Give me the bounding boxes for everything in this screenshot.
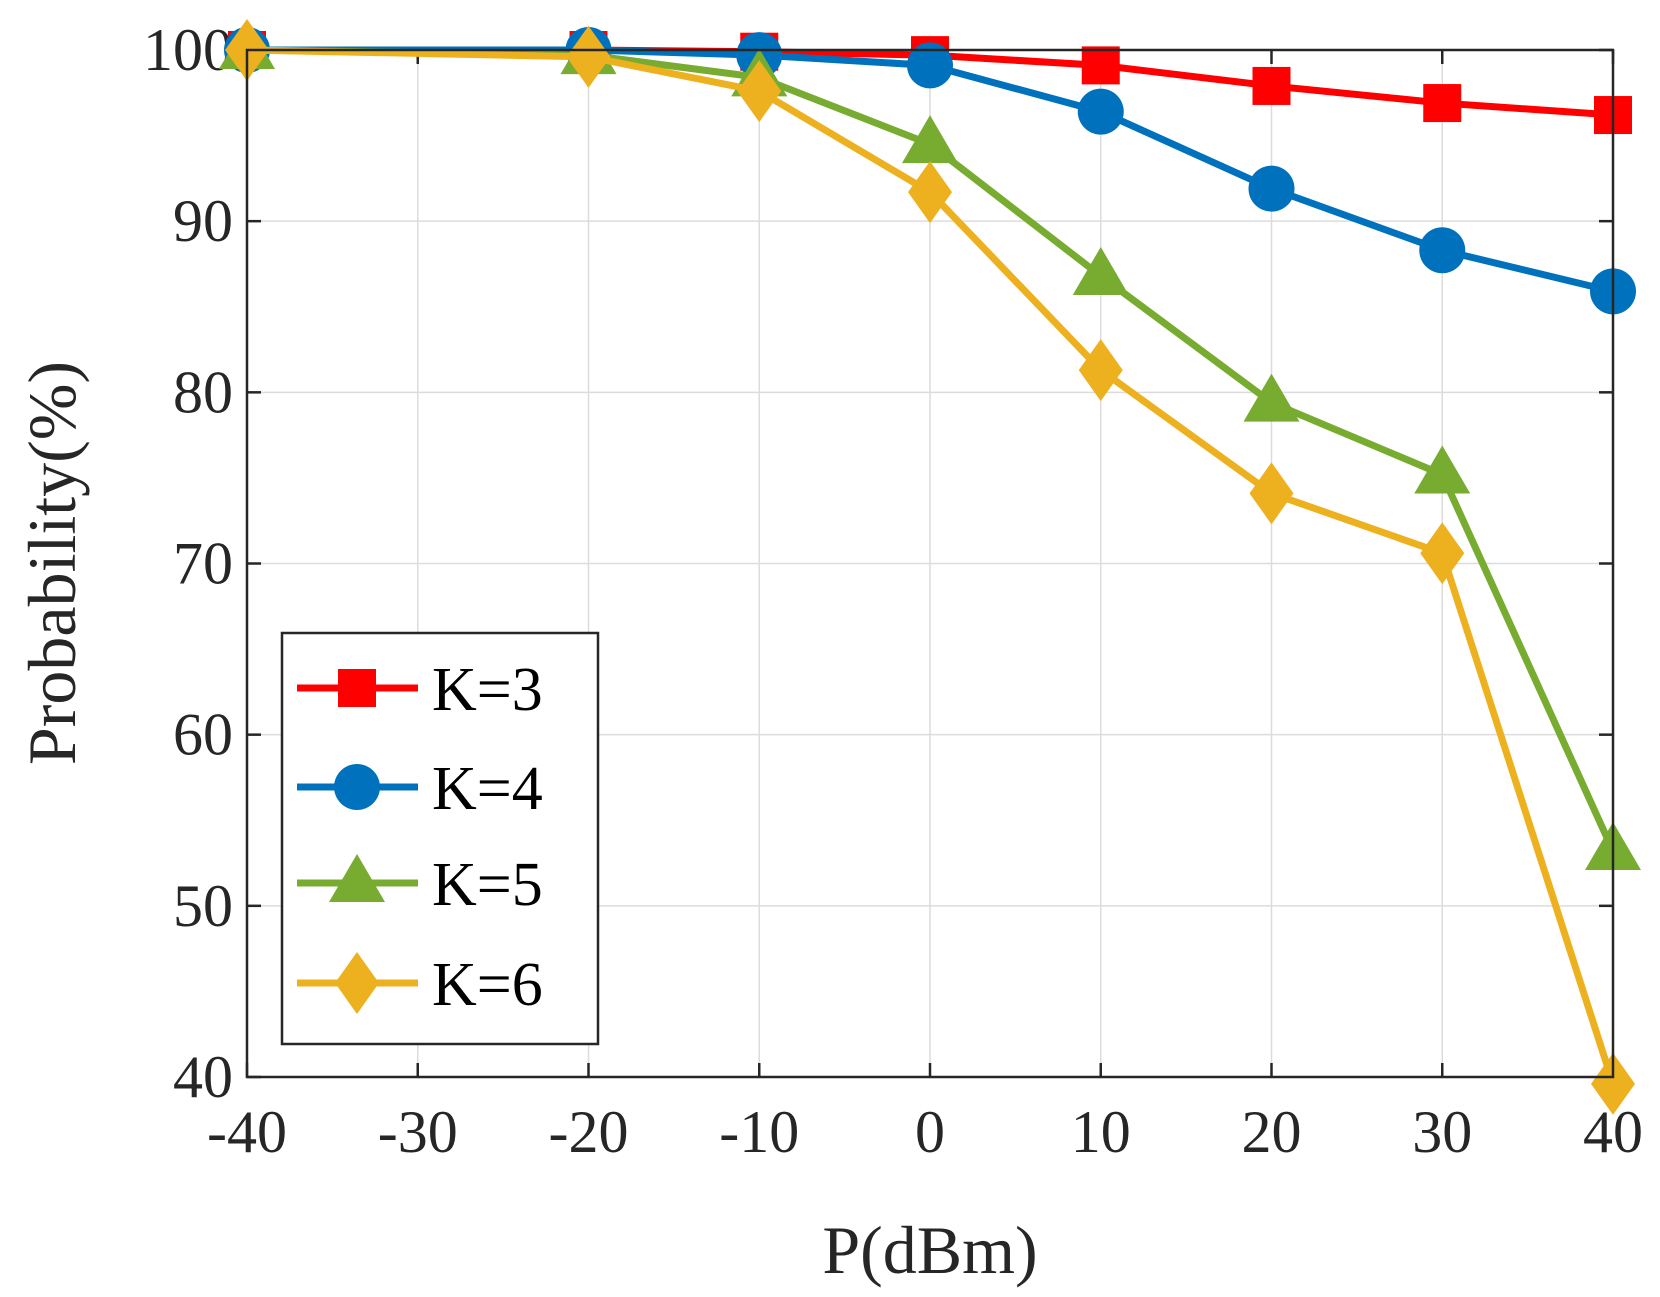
- x-tick-labels: -40 -30 -20 -10 0 10 20 30 40: [207, 1099, 1643, 1165]
- data-point-k4: [1077, 88, 1124, 135]
- x-tick-label: -30: [378, 1099, 458, 1165]
- x-tick-label: 20: [1242, 1099, 1302, 1165]
- data-point-k6: [737, 60, 782, 123]
- legend: K=3 K=4 K=5 K=6: [280, 631, 600, 1046]
- x-tick-label: -40: [207, 1099, 287, 1165]
- x-tick-label: -20: [549, 1099, 629, 1165]
- y-tick-label: 80: [173, 359, 233, 425]
- legend-marker: [334, 764, 380, 810]
- legend-label: K=4: [432, 755, 543, 823]
- data-point-k6: [566, 25, 611, 88]
- data-point-k6: [1420, 522, 1465, 585]
- data-point-k6: [908, 161, 952, 224]
- series-line-k6: [246, 46, 1617, 1085]
- y-tick-label: 50: [173, 873, 233, 939]
- legend-label: K=6: [432, 951, 543, 1019]
- legend-item-k3: K=3: [297, 656, 543, 724]
- data-point-k6: [1249, 462, 1294, 525]
- y-tick-labels: 40 50 60 70 80 90 100: [143, 17, 233, 1110]
- legend-item-k4: K=4: [297, 755, 543, 823]
- x-tick-label: 10: [1071, 1099, 1131, 1165]
- data-point-k6: [1591, 1052, 1635, 1115]
- x-tick-label: 0: [915, 1099, 945, 1165]
- legend-item-k6: K=6: [297, 951, 543, 1019]
- x-tick-label: -10: [719, 1099, 799, 1165]
- y-tick-label: 70: [173, 531, 233, 597]
- axes-box: [245, 48, 1615, 1079]
- x-axis-label: P(dBm): [822, 1212, 1037, 1288]
- legend-box: [280, 631, 600, 1046]
- series-k6: [225, 19, 1635, 1115]
- data-point-k3: [1081, 46, 1120, 85]
- legend-label: K=5: [432, 851, 543, 919]
- data-point-k5: [1414, 445, 1471, 494]
- legend-label: K=3: [432, 656, 543, 724]
- y-tick-label: 90: [173, 188, 233, 254]
- data-point-k5: [1243, 373, 1300, 422]
- legend-item-k5: K=5: [297, 851, 543, 919]
- y-tick-label: 100: [143, 17, 233, 83]
- data-point-k4: [907, 42, 953, 89]
- x-tick-label: 30: [1412, 1099, 1472, 1165]
- data-point-k5: [902, 115, 958, 164]
- legend-marker: [335, 952, 379, 1014]
- data-point-k3: [1252, 66, 1291, 105]
- data-point-k4: [1419, 227, 1466, 274]
- legend-marker: [329, 854, 385, 902]
- y-tick-label: 40: [173, 1044, 233, 1110]
- data-point-k3: [1423, 84, 1462, 123]
- series-line-k5: [246, 46, 1617, 853]
- data-point-k6: [1078, 339, 1123, 402]
- y-axis-label: Probability(%): [14, 361, 90, 765]
- y-tick-label: 60: [173, 702, 233, 768]
- data-point-k5: [1072, 246, 1129, 295]
- data-point-k4: [1248, 165, 1295, 212]
- legend-marker: [338, 669, 376, 707]
